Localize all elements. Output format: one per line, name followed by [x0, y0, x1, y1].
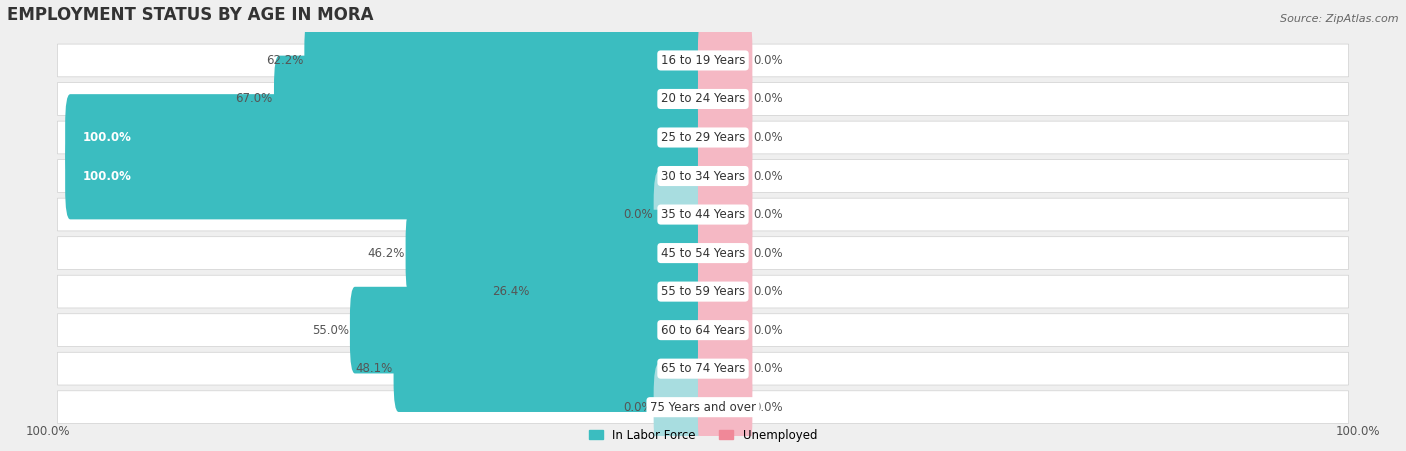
Text: 65 to 74 Years: 65 to 74 Years [661, 362, 745, 375]
Text: 0.0%: 0.0% [754, 170, 783, 183]
Text: 48.1%: 48.1% [356, 362, 392, 375]
FancyBboxPatch shape [697, 364, 752, 451]
Text: 0.0%: 0.0% [754, 400, 783, 414]
Text: 30 to 34 Years: 30 to 34 Years [661, 170, 745, 183]
Text: 100.0%: 100.0% [1336, 424, 1381, 437]
FancyBboxPatch shape [697, 55, 752, 143]
Text: Source: ZipAtlas.com: Source: ZipAtlas.com [1281, 14, 1399, 23]
FancyBboxPatch shape [394, 325, 709, 412]
Text: 0.0%: 0.0% [754, 208, 783, 221]
FancyBboxPatch shape [58, 121, 1348, 154]
Text: 75 Years and over: 75 Years and over [650, 400, 756, 414]
Text: 45 to 54 Years: 45 to 54 Years [661, 247, 745, 260]
FancyBboxPatch shape [58, 44, 1348, 77]
Text: 20 to 24 Years: 20 to 24 Years [661, 92, 745, 106]
FancyBboxPatch shape [405, 210, 709, 296]
Text: 0.0%: 0.0% [623, 208, 652, 221]
Text: 0.0%: 0.0% [623, 400, 652, 414]
Text: 0.0%: 0.0% [754, 324, 783, 336]
FancyBboxPatch shape [697, 94, 752, 181]
FancyBboxPatch shape [697, 287, 752, 373]
Text: 0.0%: 0.0% [754, 362, 783, 375]
Text: 26.4%: 26.4% [492, 285, 530, 298]
Text: 100.0%: 100.0% [83, 131, 132, 144]
Text: EMPLOYMENT STATUS BY AGE IN MORA: EMPLOYMENT STATUS BY AGE IN MORA [7, 6, 374, 24]
FancyBboxPatch shape [58, 314, 1348, 346]
FancyBboxPatch shape [304, 17, 709, 104]
FancyBboxPatch shape [58, 391, 1348, 423]
FancyBboxPatch shape [65, 94, 709, 181]
FancyBboxPatch shape [58, 83, 1348, 115]
Text: 35 to 44 Years: 35 to 44 Years [661, 208, 745, 221]
FancyBboxPatch shape [58, 160, 1348, 193]
Text: 55 to 59 Years: 55 to 59 Years [661, 285, 745, 298]
Legend: In Labor Force, Unemployed: In Labor Force, Unemployed [583, 424, 823, 446]
Text: 0.0%: 0.0% [754, 54, 783, 67]
Text: 25 to 29 Years: 25 to 29 Years [661, 131, 745, 144]
FancyBboxPatch shape [58, 198, 1348, 231]
Text: 0.0%: 0.0% [754, 131, 783, 144]
FancyBboxPatch shape [697, 325, 752, 412]
Text: 67.0%: 67.0% [235, 92, 273, 106]
Text: 55.0%: 55.0% [312, 324, 349, 336]
Text: 16 to 19 Years: 16 to 19 Years [661, 54, 745, 67]
Text: 100.0%: 100.0% [25, 424, 70, 437]
FancyBboxPatch shape [697, 171, 752, 258]
FancyBboxPatch shape [58, 275, 1348, 308]
Text: 0.0%: 0.0% [754, 247, 783, 260]
FancyBboxPatch shape [697, 248, 752, 335]
Text: 60 to 64 Years: 60 to 64 Years [661, 324, 745, 336]
FancyBboxPatch shape [697, 17, 752, 104]
FancyBboxPatch shape [58, 237, 1348, 269]
Text: 0.0%: 0.0% [754, 285, 783, 298]
FancyBboxPatch shape [350, 287, 709, 373]
Text: 0.0%: 0.0% [754, 92, 783, 106]
Text: 100.0%: 100.0% [83, 170, 132, 183]
FancyBboxPatch shape [697, 133, 752, 219]
FancyBboxPatch shape [654, 171, 709, 258]
FancyBboxPatch shape [697, 210, 752, 296]
Text: 62.2%: 62.2% [266, 54, 304, 67]
FancyBboxPatch shape [58, 352, 1348, 385]
FancyBboxPatch shape [531, 248, 709, 335]
Text: 46.2%: 46.2% [367, 247, 405, 260]
FancyBboxPatch shape [654, 364, 709, 451]
FancyBboxPatch shape [274, 55, 709, 143]
FancyBboxPatch shape [65, 133, 709, 219]
